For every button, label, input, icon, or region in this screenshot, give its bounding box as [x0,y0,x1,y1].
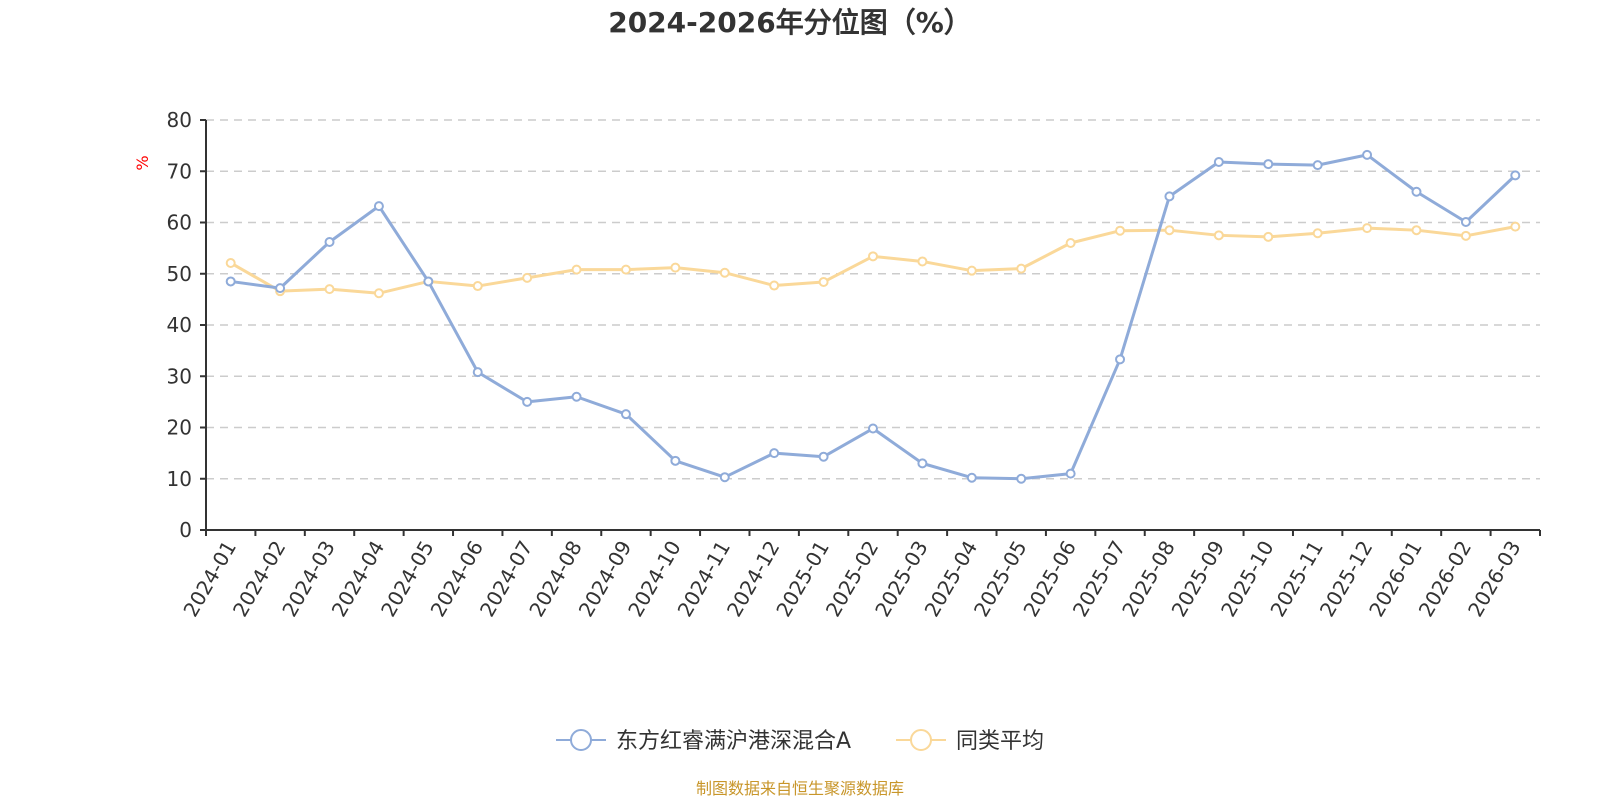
series-lines [225,149,1521,484]
y-tick-label: 20 [167,416,192,440]
data-point [1263,231,1274,242]
data-point [818,451,829,462]
data-point [1213,230,1224,241]
data-point [670,455,681,466]
data-point [571,264,582,275]
data-point [818,276,829,287]
data-point [1460,216,1471,227]
legend-marker-icon [910,729,932,751]
data-point [373,201,384,212]
y-axis-unit: % [133,155,152,170]
y-tick-label: 40 [167,313,192,337]
data-point [917,256,928,267]
data-point [1164,191,1175,202]
chart-title: 2024-2026年分位图（%） [608,6,972,39]
data-point [1016,473,1027,484]
data-point [1065,468,1076,479]
data-point [1115,225,1126,236]
data-point [769,448,780,459]
axes: 010203040506070802024-012024-022024-0320… [167,108,1541,621]
data-point [769,280,780,291]
data-point [966,265,977,276]
data-point [719,472,730,483]
legend-marker-icon [570,729,592,751]
grid-lines [206,119,1540,480]
series-group [225,149,1521,484]
data-point [1312,228,1323,239]
y-tick-label: 0 [179,518,192,542]
data-point [324,236,335,247]
data-point [1411,186,1422,197]
y-tick-label: 30 [167,364,192,388]
data-point [1016,263,1027,274]
data-point [423,276,434,287]
data-point [620,409,631,420]
source-note: 制图数据来自恒生聚源数据库 [696,779,904,798]
data-point [373,288,384,299]
y-tick-label: 50 [167,262,192,286]
data-point [1510,221,1521,232]
y-tick-label: 80 [167,108,192,132]
data-point [966,472,977,483]
data-point [1164,225,1175,236]
legend-label: 同类平均 [956,729,1044,754]
data-point [1312,160,1323,171]
data-point [670,262,681,273]
y-tick-label: 60 [167,211,192,235]
data-point [571,391,582,402]
data-point [472,281,483,292]
data-point [1213,157,1224,168]
data-point [1065,238,1076,248]
data-point [719,267,730,278]
series-group [225,221,1521,299]
data-point [1510,170,1521,181]
data-point [1362,223,1373,234]
data-point [522,272,533,283]
data-point [275,283,286,294]
data-point [1263,159,1274,170]
legend-label: 东方红睿满沪港深混合A [616,729,851,754]
data-point [868,423,878,434]
data-point [472,367,483,378]
data-point [1460,230,1471,241]
data-point [868,251,878,262]
data-point [917,458,928,469]
legend-item[interactable]: 同类平均 [896,729,1044,754]
legend-item[interactable]: 东方红睿满沪港深混合A [556,729,851,754]
data-point [1411,225,1422,236]
data-point [1362,149,1373,160]
data-point [225,257,236,268]
data-point [620,264,631,275]
data-point [1115,354,1126,365]
legend: 东方红睿满沪港深混合A 同类平均 [556,729,1044,754]
y-tick-label: 70 [167,159,192,183]
data-point [522,396,533,407]
data-point [324,284,335,295]
y-tick-label: 10 [167,467,192,491]
data-point [225,276,236,287]
